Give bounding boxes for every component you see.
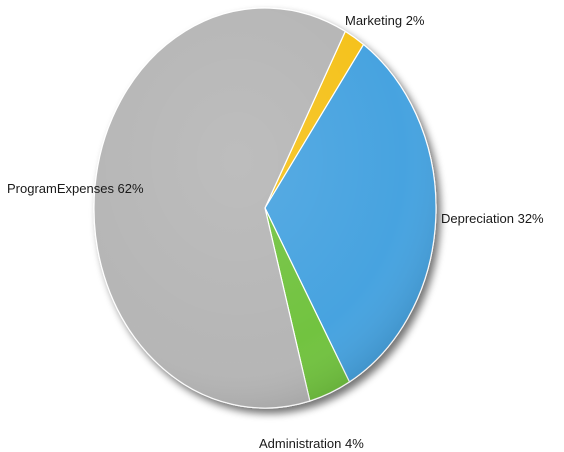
slice-label-marketing: Marketing 2% xyxy=(345,13,425,28)
pie-slices xyxy=(93,7,437,409)
slice-label-programexpenses: ProgramExpenses 62% xyxy=(7,181,144,196)
slice-label-depreciation: Depreciation 32% xyxy=(441,211,544,226)
slice-label-administration: Administration 4% xyxy=(259,436,364,451)
